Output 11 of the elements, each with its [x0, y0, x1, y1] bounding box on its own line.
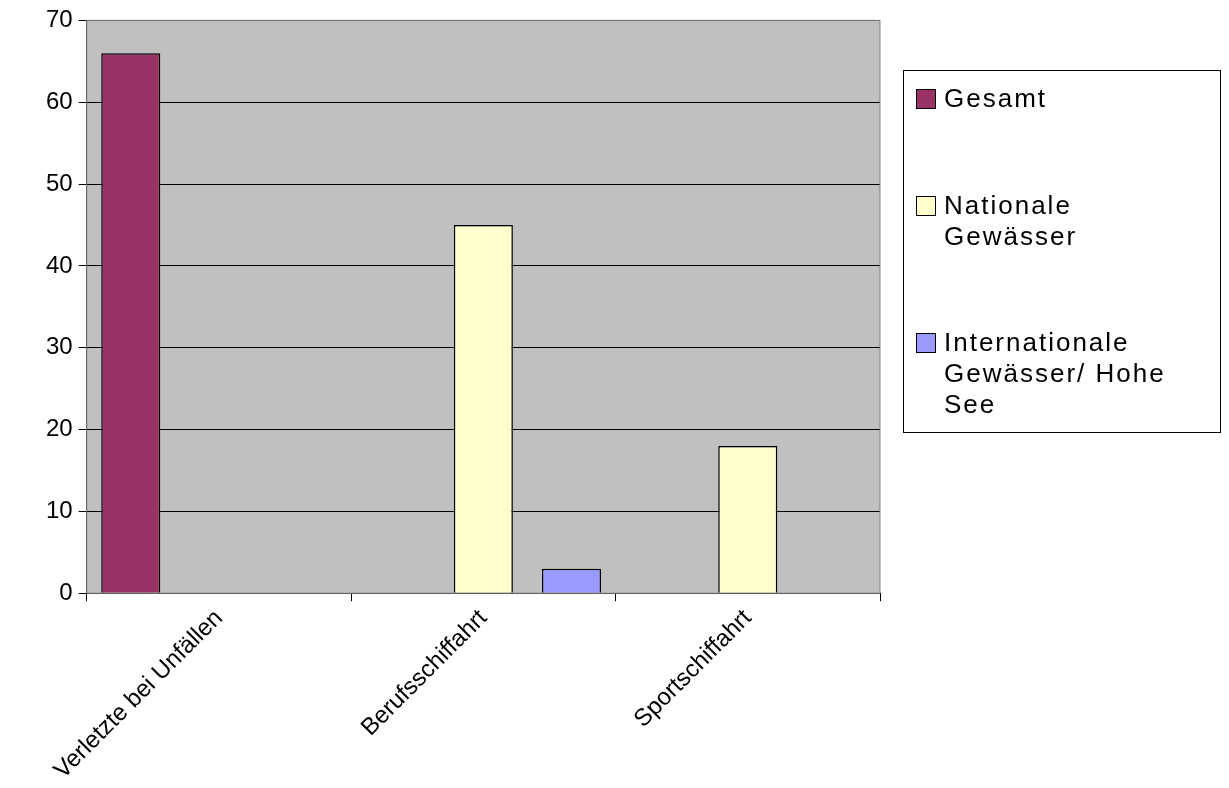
legend-label: Internationale Gewässer/ Hohe See — [944, 327, 1167, 420]
legend-label: Gesamt — [944, 83, 1048, 114]
y-tick-label: 10 — [45, 496, 73, 524]
y-tick-label: 40 — [45, 250, 73, 278]
y-tick-label: 60 — [45, 86, 73, 114]
legend-label: Nationale Gewässer — [944, 189, 1079, 252]
y-tick-label: 30 — [45, 332, 73, 360]
y-tick-label: 50 — [45, 168, 73, 196]
y-tick-label: 70 — [45, 5, 73, 33]
y-tick-label: 0 — [59, 577, 73, 605]
y-tick-label: 20 — [45, 414, 73, 442]
